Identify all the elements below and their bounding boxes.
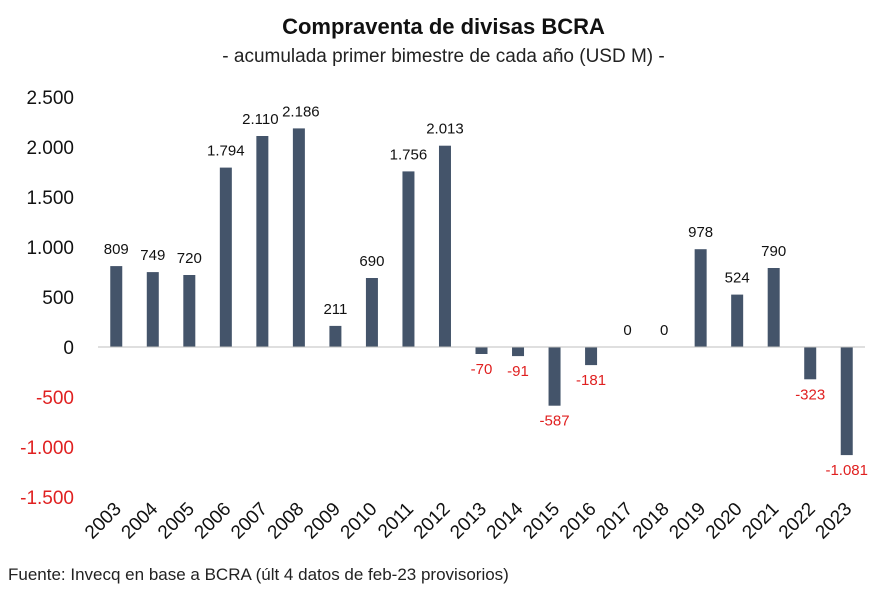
x-tick-label: 2003 xyxy=(81,499,126,544)
bar-2011 xyxy=(402,171,415,347)
x-tick-label: 2009 xyxy=(300,499,345,544)
data-label: 2.013 xyxy=(426,121,464,138)
data-label: 0 xyxy=(623,322,631,339)
y-tick-label: 2.500 xyxy=(26,88,74,109)
y-tick-label: 500 xyxy=(42,288,74,309)
data-label: 0 xyxy=(660,322,668,339)
bar-2013 xyxy=(475,347,488,354)
y-tick-label: -500 xyxy=(36,388,74,409)
y-tick-label: 2.000 xyxy=(26,138,74,159)
data-label: 720 xyxy=(177,250,202,267)
data-label: -91 xyxy=(507,363,529,380)
y-axis: 2.500 2.000 1.500 1.000 500 0 -500 -1.000 -1.500 xyxy=(20,88,74,509)
bar-2020 xyxy=(731,294,744,347)
x-tick-label: 2019 xyxy=(665,499,710,544)
x-tick-label: 2020 xyxy=(702,499,747,544)
x-tick-label: 2012 xyxy=(410,499,455,544)
data-label: 790 xyxy=(761,243,786,260)
data-label: 524 xyxy=(725,270,750,287)
data-label: -587 xyxy=(540,413,570,430)
data-label: -70 xyxy=(471,361,493,378)
bar-2003 xyxy=(110,266,123,347)
data-label: 690 xyxy=(359,253,384,270)
bar-2005 xyxy=(183,275,196,347)
x-tick-label: 2021 xyxy=(738,499,783,544)
data-label: 978 xyxy=(688,224,713,241)
x-tick-label: 2004 xyxy=(118,498,163,543)
data-label: 1.794 xyxy=(207,143,245,160)
y-tick-label: 0 xyxy=(63,338,74,359)
data-label: -181 xyxy=(576,372,606,389)
y-tick-label: -1.000 xyxy=(20,438,74,459)
bar-2014 xyxy=(512,347,525,357)
x-tick-label: 2013 xyxy=(446,499,491,544)
x-tick-label: 2023 xyxy=(812,499,857,544)
bar-2022 xyxy=(804,347,817,380)
bar-2007 xyxy=(256,136,269,347)
chart-subtitle: - acumulada primer bimestre de cada año … xyxy=(222,46,665,67)
x-tick-label: 2005 xyxy=(154,499,199,544)
x-axis: 2003200420052006200720082009201020112012… xyxy=(81,498,856,543)
x-tick-label: 2007 xyxy=(227,499,272,544)
x-tick-label: 2018 xyxy=(629,499,674,544)
x-tick-label: 2017 xyxy=(592,499,637,544)
x-tick-label: 2006 xyxy=(191,499,236,544)
x-tick-label: 2014 xyxy=(483,498,528,543)
x-tick-label: 2010 xyxy=(337,499,382,544)
data-label: 211 xyxy=(323,301,347,318)
bar-2010 xyxy=(365,278,378,347)
bars xyxy=(110,128,853,456)
data-label: 809 xyxy=(104,241,129,258)
data-label: -323 xyxy=(795,386,825,403)
y-tick-label: 1.000 xyxy=(26,238,74,259)
data-label: 1.756 xyxy=(390,146,428,163)
x-tick-label: 2008 xyxy=(264,499,309,544)
bar-2008 xyxy=(292,128,305,347)
y-tick-label: -1.500 xyxy=(20,488,74,509)
data-label: -1.081 xyxy=(825,462,868,479)
bar-2021 xyxy=(767,268,780,347)
bar-2016 xyxy=(585,347,598,366)
bar-2012 xyxy=(438,145,451,347)
data-labels: 809 749 720 1.794 2.110 2.186 211 690 1.756 2.013… xyxy=(104,103,868,479)
x-tick-label: 2015 xyxy=(519,499,564,544)
bar-2006 xyxy=(219,167,232,347)
x-tick-label: 2011 xyxy=(374,499,418,543)
x-tick-label: 2016 xyxy=(556,499,601,544)
x-tick-label: 2022 xyxy=(775,499,820,544)
bar-2015 xyxy=(548,347,561,406)
y-tick-label: 1.500 xyxy=(26,188,74,209)
data-label: 749 xyxy=(140,247,165,264)
bar-2023 xyxy=(840,347,853,456)
data-label: 2.186 xyxy=(282,103,320,120)
bar-2009 xyxy=(329,325,342,347)
bar-2019 xyxy=(694,249,707,347)
source-note: Fuente: Invecq en base a BCRA (últ 4 dat… xyxy=(8,565,509,584)
data-label: 2.110 xyxy=(242,111,278,128)
bar-2004 xyxy=(146,272,159,347)
chart-title: Compraventa de divisas BCRA xyxy=(282,14,605,39)
